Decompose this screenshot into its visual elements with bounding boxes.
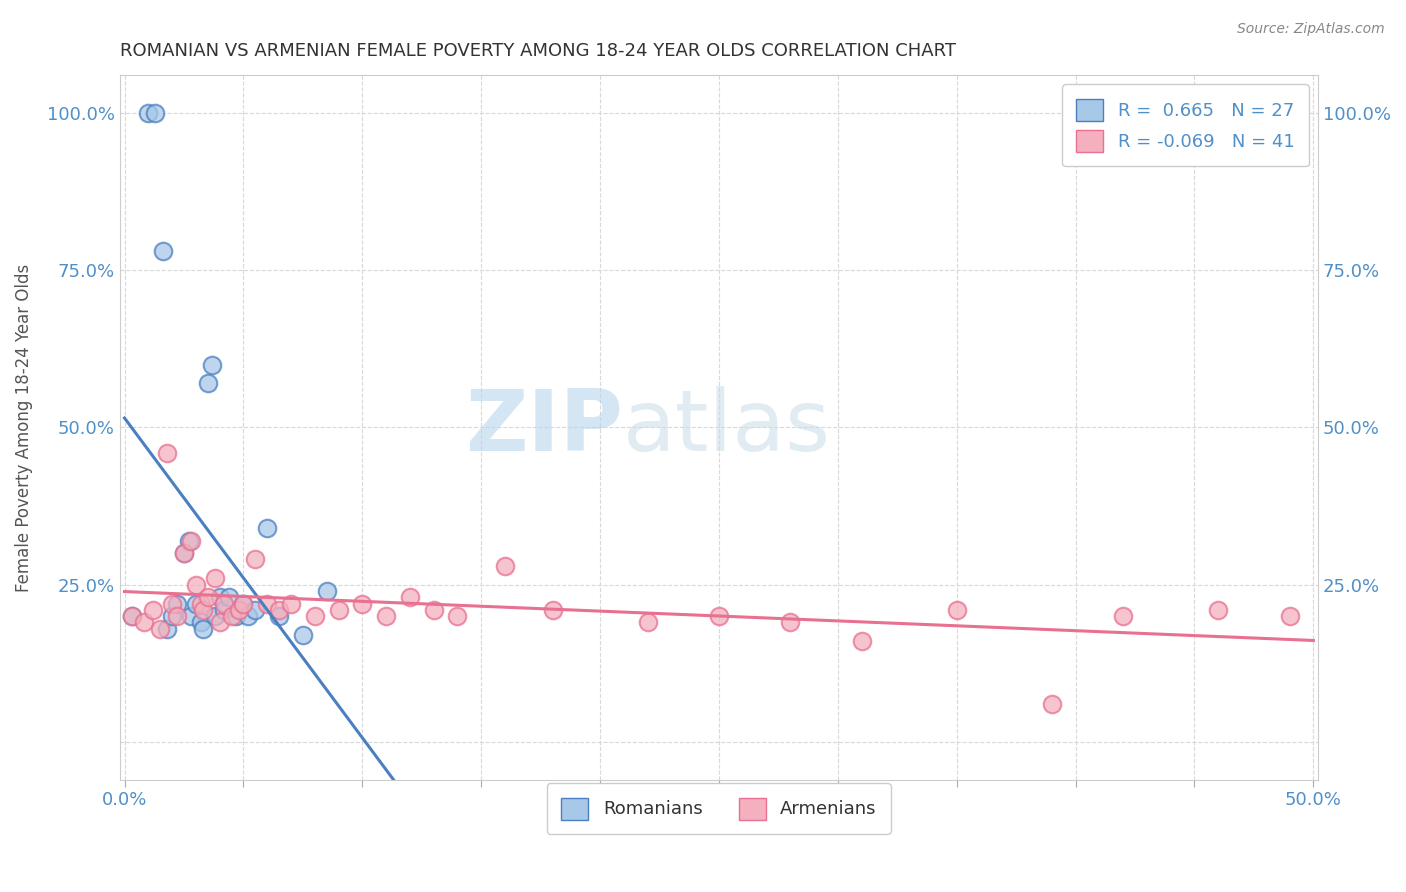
Point — [945, 603, 967, 617]
Point — [177, 533, 200, 548]
Point — [173, 546, 195, 560]
Point — [180, 609, 202, 624]
Legend: Romanians, Armenians: Romanians, Armenians — [547, 783, 891, 834]
Point — [160, 597, 183, 611]
Point — [707, 609, 730, 624]
Point — [256, 597, 278, 611]
Point — [214, 603, 236, 617]
Point — [132, 615, 155, 630]
Y-axis label: Female Poverty Among 18-24 Year Olds: Female Poverty Among 18-24 Year Olds — [15, 263, 32, 591]
Point — [160, 609, 183, 624]
Point — [232, 597, 254, 611]
Point — [166, 597, 188, 611]
Point — [851, 634, 873, 648]
Point — [304, 609, 326, 624]
Point — [156, 445, 179, 459]
Point — [214, 597, 236, 611]
Point — [1112, 609, 1135, 624]
Point — [446, 609, 468, 624]
Point — [136, 106, 159, 120]
Point — [208, 591, 231, 605]
Point — [166, 609, 188, 624]
Point — [121, 609, 143, 624]
Point — [494, 558, 516, 573]
Point — [232, 597, 254, 611]
Point — [218, 591, 240, 605]
Point — [184, 577, 207, 591]
Point — [328, 603, 350, 617]
Point — [637, 615, 659, 630]
Point — [204, 571, 226, 585]
Point — [779, 615, 801, 630]
Point — [267, 609, 290, 624]
Point — [422, 603, 444, 617]
Point — [256, 521, 278, 535]
Text: ZIP: ZIP — [465, 386, 623, 469]
Point — [375, 609, 398, 624]
Point — [541, 603, 564, 617]
Point — [291, 628, 314, 642]
Point — [398, 591, 420, 605]
Point — [197, 591, 219, 605]
Point — [191, 603, 214, 617]
Point — [221, 609, 243, 624]
Point — [352, 597, 374, 611]
Point — [191, 622, 214, 636]
Point — [190, 615, 212, 630]
Point — [245, 552, 267, 566]
Point — [173, 546, 195, 560]
Text: ROMANIAN VS ARMENIAN FEMALE POVERTY AMONG 18-24 YEAR OLDS CORRELATION CHART: ROMANIAN VS ARMENIAN FEMALE POVERTY AMON… — [120, 42, 956, 60]
Point — [280, 597, 302, 611]
Point — [204, 609, 226, 624]
Point — [145, 106, 167, 120]
Point — [208, 615, 231, 630]
Point — [142, 603, 165, 617]
Point — [228, 603, 250, 617]
Point — [180, 533, 202, 548]
Point — [1040, 697, 1063, 711]
Point — [225, 609, 247, 624]
Point — [149, 622, 172, 636]
Point — [236, 609, 259, 624]
Point — [201, 358, 224, 372]
Point — [197, 376, 219, 391]
Point — [190, 597, 212, 611]
Point — [245, 603, 267, 617]
Point — [267, 603, 290, 617]
Text: Source: ZipAtlas.com: Source: ZipAtlas.com — [1237, 22, 1385, 37]
Point — [184, 597, 207, 611]
Point — [1206, 603, 1229, 617]
Point — [315, 583, 337, 598]
Point — [1278, 609, 1301, 624]
Point — [152, 244, 174, 259]
Text: atlas: atlas — [623, 386, 831, 469]
Point — [156, 622, 179, 636]
Point — [121, 609, 143, 624]
